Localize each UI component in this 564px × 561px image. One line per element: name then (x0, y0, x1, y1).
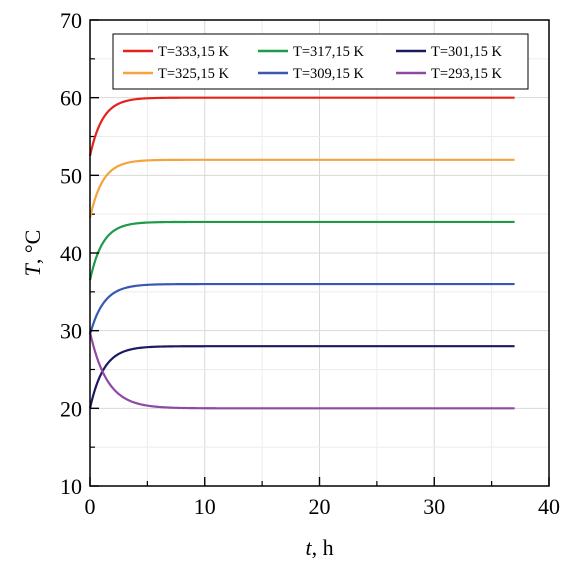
series-line (88, 331, 515, 410)
y-tick-label: 70 (60, 8, 82, 33)
series-line (88, 345, 515, 409)
legend-label: T=325,15 K (158, 66, 230, 82)
legend-label: T=317,15 K (293, 44, 365, 60)
legend-label: T=333,15 K (158, 44, 230, 60)
y-axis-unit: , °C (20, 230, 45, 264)
y-tick-label: 40 (60, 241, 82, 266)
legend-label: T=293,15 K (431, 66, 503, 82)
y-axis-ticks: 10 20 30 40 50 60 70 (60, 8, 99, 499)
y-tick-label: 60 (60, 86, 82, 111)
x-axis-variable: t (305, 535, 312, 560)
x-tick-label: 30 (423, 494, 445, 519)
x-axis-unit: , h (312, 535, 334, 560)
legend-box (112, 33, 529, 90)
series-line (88, 220, 515, 281)
series-line (88, 158, 515, 219)
x-tick-label: 20 (309, 494, 331, 519)
grid-lines (89, 19, 550, 487)
y-axis-label: T, °C (20, 230, 45, 277)
minor-ticks (90, 58, 493, 486)
x-tick-label: 40 (538, 494, 560, 519)
y-tick-label: 10 (60, 474, 82, 499)
y-tick-label: 30 (60, 319, 82, 344)
series-line (88, 282, 515, 335)
y-tick-label: 20 (60, 396, 82, 421)
legend: T=333,15 K T=325,15 K T=317,15 K T=309,15 K… (112, 33, 529, 90)
legend-label: T=301,15 K (431, 44, 503, 60)
x-tick-label: 0 (85, 494, 96, 519)
series-lines (88, 96, 515, 410)
x-axis-label: t, h (305, 535, 333, 560)
x-axis-ticks: 0 10 20 30 40 (85, 477, 560, 519)
y-tick-label: 50 (60, 163, 82, 188)
legend-label: T=309,15 K (293, 66, 365, 82)
series-line (88, 96, 515, 157)
y-axis-variable: T (20, 262, 45, 276)
x-tick-label: 10 (194, 494, 216, 519)
